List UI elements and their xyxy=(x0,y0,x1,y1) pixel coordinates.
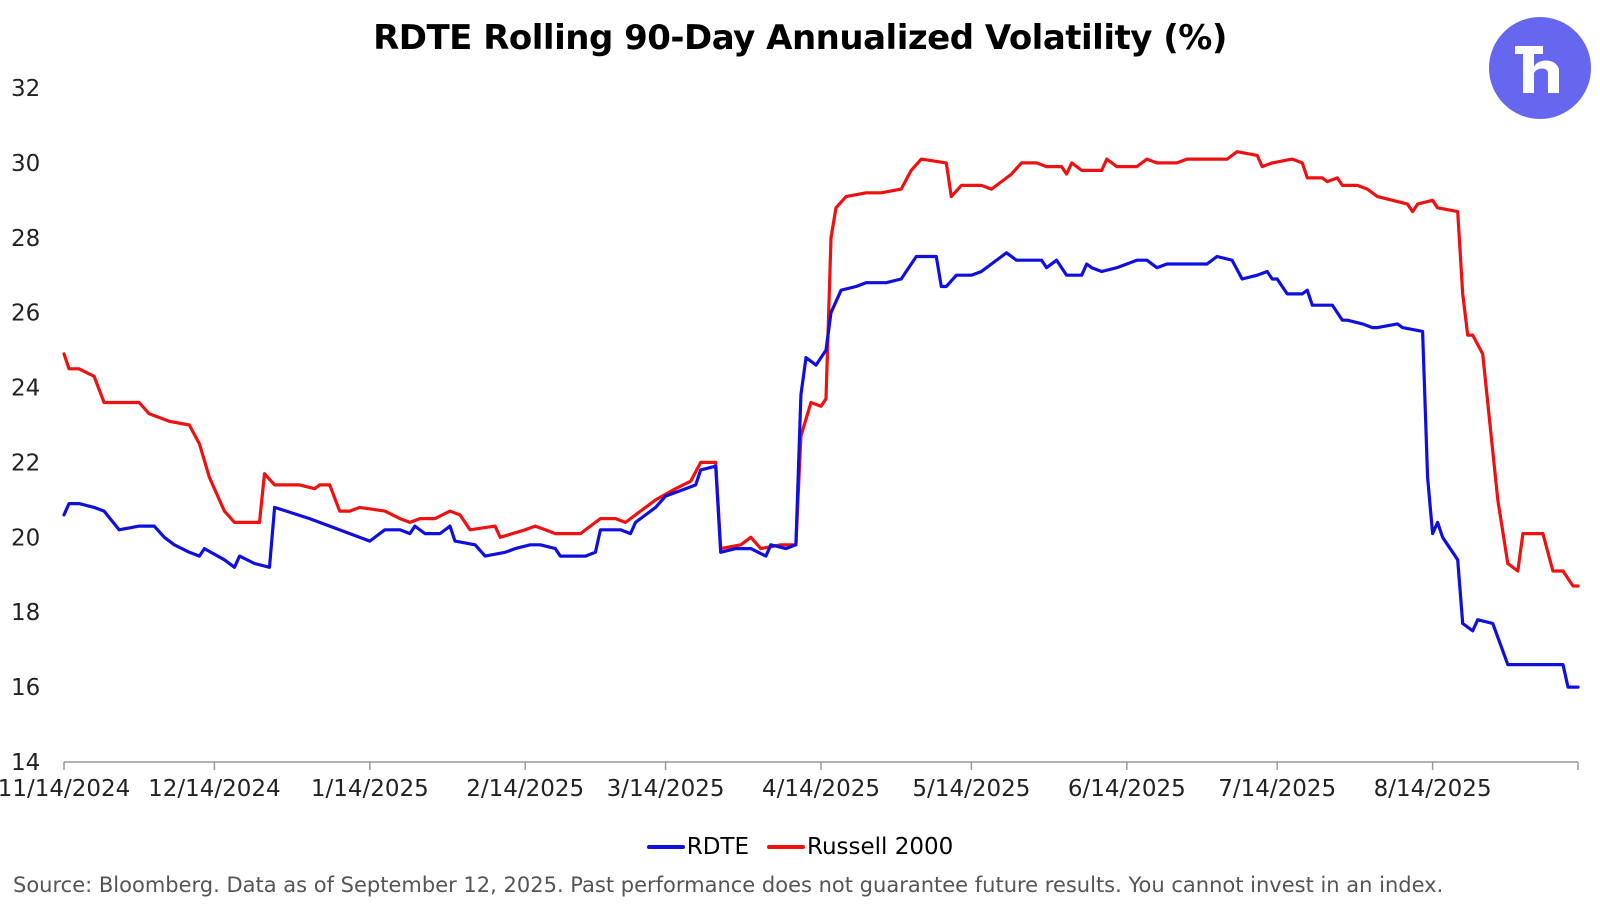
x-tick-label: 6/14/2025 xyxy=(1068,776,1186,802)
y-tick-label: 20 xyxy=(11,525,40,551)
x-tick-label: 12/14/2024 xyxy=(148,776,281,802)
x-tick-label: 7/14/2025 xyxy=(1218,776,1336,802)
legend: RDTE Russell 2000 xyxy=(0,834,1600,860)
y-tick-label: 24 xyxy=(11,376,40,402)
series-lines xyxy=(62,150,1580,689)
series-line-rdte xyxy=(62,251,1580,689)
r-logo-icon xyxy=(1515,46,1559,93)
y-tick-label: 32 xyxy=(11,76,40,102)
x-tick-label: 1/14/2025 xyxy=(311,776,429,802)
y-tick-label: 30 xyxy=(11,151,40,177)
legend-item-russell-2000: Russell 2000 xyxy=(767,834,953,860)
y-axis-tick-labels: 14 16 18 20 22 24 26 28 30 32 xyxy=(11,76,40,776)
legend-swatch-russell-2000 xyxy=(767,845,805,849)
y-tick-label: 26 xyxy=(11,301,40,327)
x-tick-label: 8/14/2025 xyxy=(1374,776,1492,802)
y-tick-label: 18 xyxy=(11,600,40,626)
x-tick-label: 2/14/2025 xyxy=(466,776,584,802)
legend-item-rdte: RDTE xyxy=(646,834,749,860)
legend-label-rdte: RDTE xyxy=(686,834,749,860)
y-tick-label: 14 xyxy=(11,750,40,776)
x-tick-label: 3/14/2025 xyxy=(607,776,725,802)
x-axis: 11/14/2024 12/14/2024 1/14/2025 2/14/2025 3/… xyxy=(0,761,1579,802)
legend-label-russell-2000: Russell 2000 xyxy=(807,834,954,860)
y-tick-label: 16 xyxy=(11,675,40,701)
legend-swatch-rdte xyxy=(646,845,685,849)
x-tick-label: 4/14/2025 xyxy=(762,776,880,802)
x-tick-label: 5/14/2025 xyxy=(912,776,1030,802)
y-tick-label: 28 xyxy=(11,226,40,252)
x-tick-label: 11/14/2024 xyxy=(0,776,130,802)
source-note: Source: Bloomberg. Data as of September … xyxy=(13,873,1444,897)
y-tick-label: 22 xyxy=(11,450,40,476)
chart-title: RDTE Rolling 90-Day Annualized Volatilit… xyxy=(373,18,1227,58)
series-line-russell-2000 xyxy=(62,150,1580,588)
brand-logo-icon xyxy=(1489,17,1591,119)
